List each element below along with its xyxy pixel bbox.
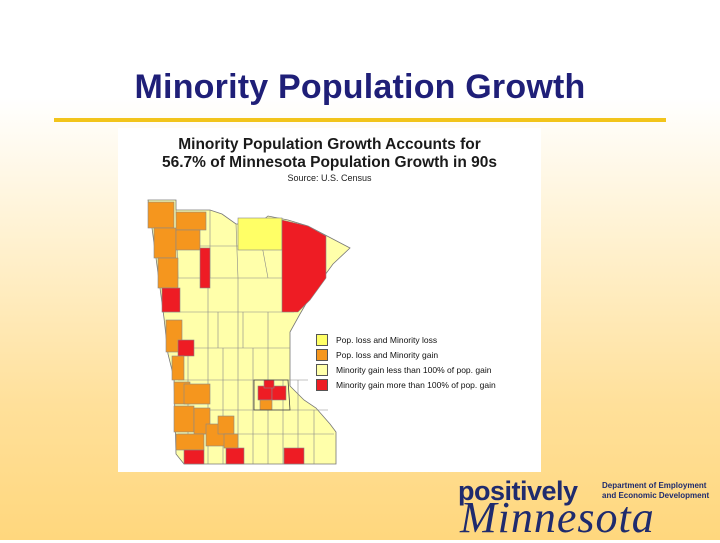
minnesota-county-map [147, 199, 351, 465]
county-yellow [237, 217, 283, 251]
map-heading-line2: 56.7% of Minnesota Population Growth in … [161, 154, 497, 171]
county-orange [183, 383, 211, 405]
county-orange [175, 229, 201, 251]
title-underline [54, 118, 666, 122]
county-orange [157, 257, 179, 289]
legend-item: Minority gain less than 100% of pop. gai… [316, 362, 496, 377]
county-red [283, 447, 305, 465]
logo-dept-line2: and Economic Development [602, 491, 710, 500]
county-red [183, 449, 205, 465]
legend-label: Pop. loss and Minority loss [336, 334, 438, 345]
county-fills [147, 201, 327, 465]
county-orange [217, 415, 235, 435]
logo-positively: positively [458, 476, 578, 506]
logo-department: Department of Employment and Economic De… [602, 481, 709, 501]
legend-label: Pop. loss and Minority gain [336, 349, 439, 360]
county-red [263, 379, 275, 389]
county-orange [223, 433, 239, 449]
county-red [225, 447, 245, 465]
county-red [161, 287, 181, 313]
map-panel: Minority Population Growth Accounts for … [118, 128, 541, 472]
county-red [281, 219, 327, 313]
map-heading-line1: Minority Population Growth Accounts for [178, 136, 481, 153]
county-orange [171, 355, 185, 381]
legend-label: Minority gain less than 100% of pop. gai… [336, 364, 492, 375]
county-red [177, 339, 195, 357]
map-source: Source: U.S. Census [287, 173, 372, 183]
county-red [271, 385, 287, 401]
logo-minnesota: Minnesota [460, 493, 655, 542]
legend-item: Minority gain more than 100% of pop. gai… [316, 377, 496, 392]
legend-swatch [316, 363, 328, 376]
positively-minnesota-logo: positively Minnesota Department of Emplo… [456, 476, 718, 542]
county-orange [175, 433, 205, 451]
map-heading: Minority Population Growth Accounts for … [118, 136, 541, 172]
county-orange [153, 227, 177, 259]
legend-swatch [316, 333, 328, 346]
legend-swatch [316, 378, 328, 391]
legend-swatch [316, 348, 328, 361]
map-legend: Pop. loss and Minority loss Pop. loss an… [316, 332, 496, 392]
county-orange [175, 211, 207, 231]
county-orange [173, 405, 195, 433]
legend-label: Minority gain more than 100% of pop. gai… [336, 379, 496, 390]
logo-dept-line1: Department of Employment [602, 481, 707, 490]
county-orange [259, 399, 273, 411]
county-orange [147, 201, 175, 229]
county-red [199, 247, 211, 289]
legend-item: Pop. loss and Minority loss [316, 332, 496, 347]
legend-item: Pop. loss and Minority gain [316, 347, 496, 362]
slide-title: Minority Population Growth [134, 68, 586, 106]
